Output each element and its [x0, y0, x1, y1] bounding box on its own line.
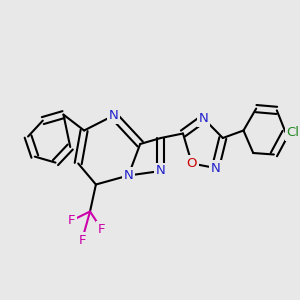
Text: N: N — [211, 161, 220, 175]
Text: N: N — [156, 164, 166, 178]
Text: N: N — [109, 109, 118, 122]
Text: O: O — [187, 157, 197, 170]
Text: F: F — [98, 223, 106, 236]
Text: N: N — [199, 112, 208, 125]
Text: N: N — [124, 169, 133, 182]
Text: F: F — [68, 214, 76, 227]
Text: Cl: Cl — [286, 126, 300, 139]
Text: F: F — [78, 233, 86, 247]
